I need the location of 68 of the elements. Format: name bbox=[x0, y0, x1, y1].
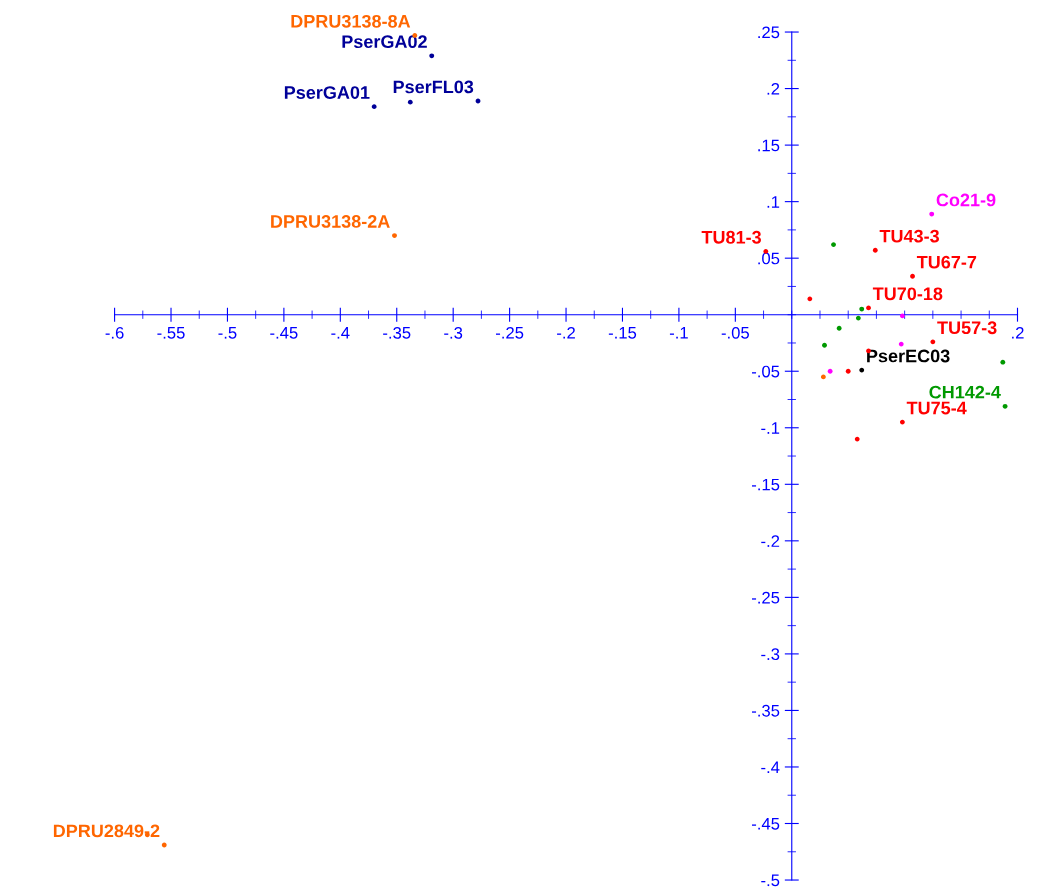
annotation: TU57-3 bbox=[937, 321, 997, 335]
point bbox=[859, 367, 865, 373]
y-tick-label: .05 bbox=[758, 252, 780, 265]
annotation: TU43-3 bbox=[879, 229, 940, 243]
y-tick-label: .1 bbox=[767, 196, 780, 208]
point bbox=[899, 419, 905, 425]
x-tick-label: -.15 bbox=[608, 327, 637, 339]
point bbox=[407, 99, 413, 105]
point bbox=[820, 374, 826, 380]
x-tick-label: -.05 bbox=[721, 326, 749, 339]
point bbox=[1002, 403, 1008, 409]
x-tick-label: -.5 bbox=[218, 327, 237, 339]
point bbox=[910, 273, 915, 279]
x-tick-label: .2 bbox=[1012, 326, 1024, 339]
point bbox=[807, 296, 813, 302]
point bbox=[872, 247, 878, 253]
y-tick-label: .2 bbox=[767, 82, 780, 95]
annotation: TU70-18 bbox=[872, 287, 943, 301]
point bbox=[854, 436, 860, 442]
annotation: PserEC03 bbox=[867, 349, 950, 363]
point bbox=[845, 368, 851, 374]
annotation: TU67-7 bbox=[916, 255, 977, 269]
x-tick-label: -.4 bbox=[331, 327, 350, 339]
annotation: PserFL03 bbox=[393, 80, 474, 94]
annotation: TU75-4 bbox=[906, 401, 967, 415]
x-tick-label: -.25 bbox=[495, 326, 524, 339]
point bbox=[429, 53, 435, 59]
point bbox=[930, 339, 936, 345]
point bbox=[371, 104, 377, 110]
annotation: CH142-4 bbox=[929, 385, 1001, 399]
point bbox=[1000, 359, 1006, 365]
annotation: DPRU3138-2A bbox=[271, 215, 390, 228]
annotation: Co21-9 bbox=[936, 193, 996, 207]
point bbox=[855, 315, 861, 321]
point bbox=[836, 325, 842, 331]
x-tick-label: -.3 bbox=[444, 326, 463, 339]
point bbox=[827, 368, 833, 374]
y-tick-label: -.25 bbox=[751, 591, 780, 604]
y-tick-label: -.3 bbox=[761, 648, 780, 661]
point bbox=[929, 211, 935, 217]
point bbox=[899, 313, 905, 319]
annotation: DPRU2849-2 bbox=[53, 824, 160, 838]
y-tick-label: -.5 bbox=[761, 874, 780, 887]
point bbox=[161, 842, 167, 848]
x-tick-label: -.55 bbox=[157, 327, 185, 339]
annotation: PserGA02 bbox=[342, 35, 427, 49]
y-tick-label: .25 bbox=[758, 26, 780, 39]
y-tick-label: -.4 bbox=[761, 761, 780, 774]
y-tick-label: -.2 bbox=[761, 535, 780, 547]
y-tick-label: -.45 bbox=[751, 818, 780, 830]
point bbox=[392, 233, 397, 238]
x-tick-label: -.1 bbox=[669, 327, 688, 339]
annotation: TU81-3 bbox=[701, 230, 761, 244]
annotation: DPRU3138-8A bbox=[291, 14, 411, 28]
annotation: PserGA01 bbox=[284, 86, 370, 99]
x-tick-label: -.45 bbox=[270, 327, 298, 339]
y-tick-label: -.05 bbox=[751, 365, 780, 378]
point bbox=[859, 306, 865, 312]
x-tick-label: -.35 bbox=[383, 326, 411, 339]
y-tick-label: .15 bbox=[758, 139, 780, 152]
point bbox=[831, 242, 836, 248]
y-tick-label: -.1 bbox=[761, 422, 780, 434]
x-tick-label: -.6 bbox=[105, 326, 124, 339]
point bbox=[898, 341, 904, 347]
point bbox=[822, 342, 827, 348]
x-tick-label: -.2 bbox=[557, 326, 575, 339]
y-tick-label: -.15 bbox=[751, 478, 780, 491]
y-tick-label: -.35 bbox=[751, 704, 780, 717]
